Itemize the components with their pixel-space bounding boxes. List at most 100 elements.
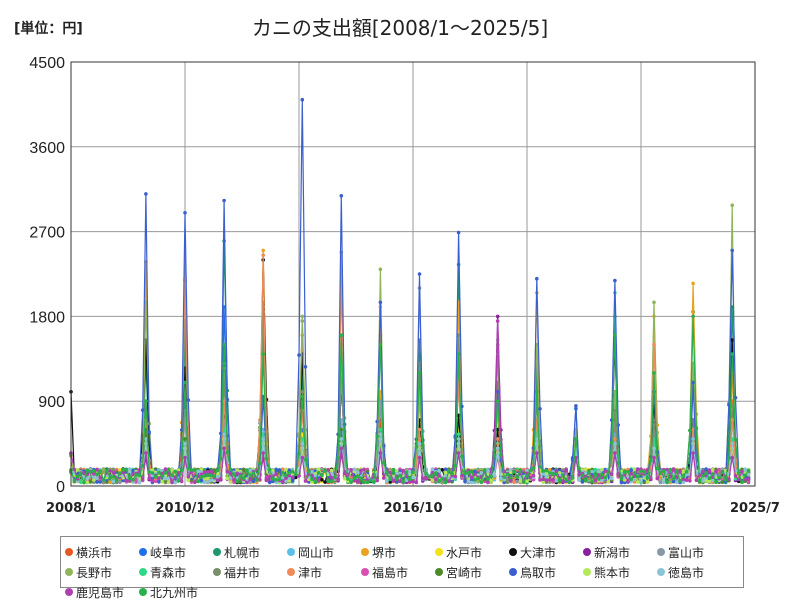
data-point	[538, 465, 542, 469]
data-point	[658, 471, 663, 476]
data-point	[297, 452, 301, 456]
data-point	[717, 475, 721, 480]
data-point	[642, 470, 647, 474]
data-point	[267, 480, 272, 485]
data-point	[222, 399, 226, 404]
data-point	[508, 470, 513, 475]
legend-label: 鹿児島市	[76, 585, 125, 600]
data-point	[170, 473, 174, 478]
data-point	[456, 333, 461, 338]
data-point	[355, 470, 360, 475]
data-point	[424, 471, 428, 476]
data-point	[495, 399, 500, 404]
data-point	[134, 472, 138, 477]
data-point	[300, 314, 305, 319]
data-point	[577, 478, 581, 482]
legend-label: 津市	[298, 565, 323, 580]
data-point	[228, 476, 233, 480]
data-point	[688, 479, 692, 483]
data-point	[613, 451, 617, 455]
legend: 横浜市 岐阜市 札幌市 岡山市 堺市 水戸市 大津市 新潟市 富山市 長野市 青森市 福井市 津市 福島市…	[60, 536, 744, 600]
data-point	[593, 467, 598, 472]
data-point	[375, 434, 380, 439]
data-point	[241, 467, 246, 472]
data-point	[398, 479, 402, 484]
data-point	[727, 477, 731, 481]
legend-marker-icon	[139, 568, 147, 576]
data-point	[290, 475, 295, 480]
data-point	[440, 476, 445, 481]
data-point	[518, 468, 523, 472]
data-point	[590, 469, 594, 474]
data-point	[378, 427, 383, 432]
data-point	[209, 469, 213, 474]
y-tick-label: 2700	[29, 225, 65, 242]
data-point	[127, 476, 132, 481]
data-point	[251, 471, 256, 475]
data-point	[622, 480, 627, 485]
data-point	[453, 464, 458, 468]
data-point	[417, 371, 422, 375]
legend-label: 宮崎市	[446, 565, 483, 580]
data-point	[212, 474, 217, 479]
data-point	[131, 468, 135, 473]
data-point	[108, 475, 112, 480]
data-point	[557, 478, 562, 483]
legend-item: 長野市	[65, 562, 139, 582]
data-point	[437, 469, 441, 473]
data-point	[310, 479, 314, 484]
data-point	[137, 473, 142, 478]
data-point	[157, 480, 161, 484]
data-point	[215, 468, 220, 473]
data-point	[492, 453, 497, 458]
series-line	[70, 315, 749, 484]
data-point	[333, 475, 337, 479]
data-point	[499, 476, 503, 481]
data-point	[495, 390, 500, 394]
data-point	[743, 473, 747, 478]
legend-item: 青森市	[139, 562, 213, 582]
data-point	[219, 477, 223, 481]
series-line	[70, 301, 750, 484]
data-point	[456, 352, 461, 356]
data-point	[489, 479, 494, 483]
data-point	[385, 479, 389, 484]
legend-marker-icon	[287, 568, 295, 576]
data-point	[746, 468, 751, 473]
data-point	[557, 471, 562, 475]
data-point	[675, 475, 679, 479]
data-point	[131, 472, 135, 477]
data-point	[635, 474, 640, 479]
data-point	[150, 479, 155, 483]
data-point	[564, 467, 568, 472]
data-point	[378, 399, 383, 404]
data-point	[339, 446, 344, 451]
data-point	[508, 478, 513, 483]
data-point	[424, 476, 428, 481]
data-point	[144, 437, 148, 441]
series-line	[70, 287, 750, 484]
data-point	[580, 473, 585, 478]
data-point	[186, 478, 191, 483]
y-tick-label: 4500	[29, 55, 65, 72]
legend-label: 横浜市	[76, 545, 113, 560]
data-point	[342, 440, 347, 445]
data-point	[225, 397, 230, 402]
data-point	[316, 470, 321, 475]
data-point	[489, 474, 494, 479]
data-point	[329, 468, 334, 473]
data-point	[443, 480, 448, 485]
data-point	[85, 476, 90, 481]
data-point	[92, 469, 96, 473]
data-point	[329, 479, 334, 484]
data-point	[271, 477, 275, 481]
data-point	[183, 211, 187, 215]
chart-title: カニの支出額[2008/1～2025/5]	[251, 16, 549, 40]
data-point	[280, 467, 285, 472]
series-line	[70, 292, 750, 484]
data-point	[183, 380, 187, 385]
data-point	[313, 479, 318, 484]
data-point	[307, 469, 311, 474]
data-point	[600, 478, 604, 483]
data-point	[111, 470, 116, 475]
